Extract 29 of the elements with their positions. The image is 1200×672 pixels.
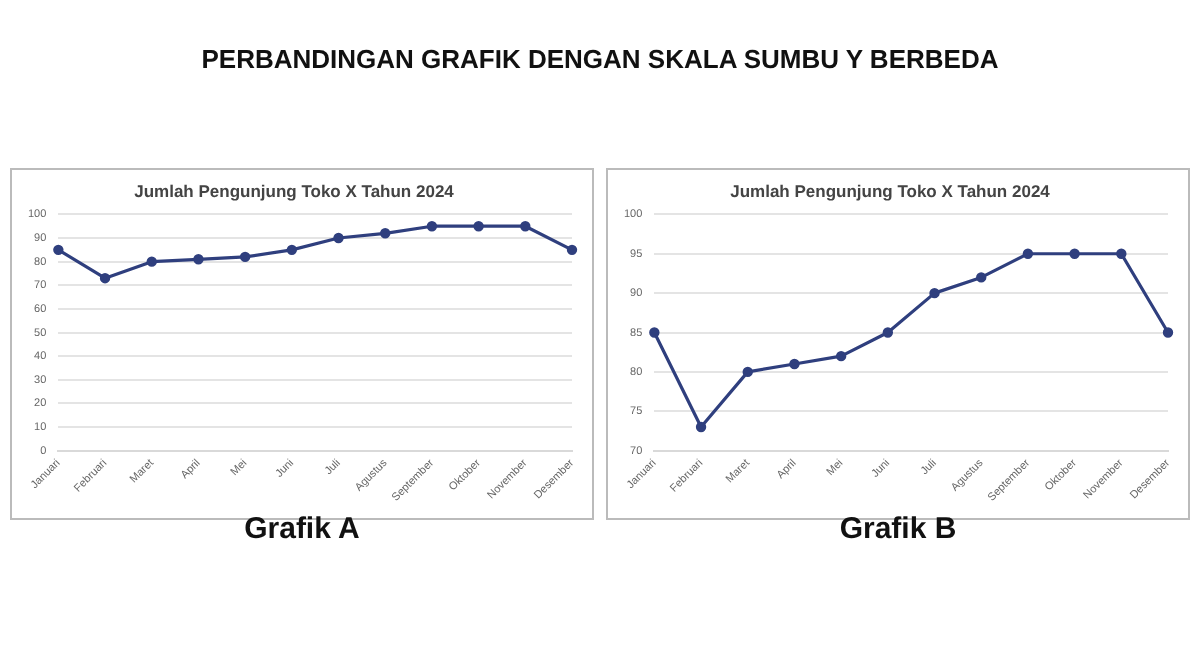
point [1069,248,1080,259]
point [239,251,251,263]
point [53,244,64,256]
point [380,228,391,239]
point [929,287,940,299]
point [426,221,438,232]
point [193,254,204,265]
point [473,221,484,232]
point [520,221,531,232]
text: PERBANDINGAN GRAFIK DENGAN SKALA SUMBU Y BERBEDA [199,44,1001,74]
point [1116,248,1127,259]
point [742,366,753,378]
point [649,327,660,338]
chart-title: Jumlah Pengunjung Toko X Tahun 2024 [730,180,1051,201]
point [146,256,157,267]
point [333,232,344,244]
point [789,358,800,370]
chart-title: Jumlah Pengunjung Toko X Tahun 2024 [134,180,455,201]
point [882,327,894,338]
point [99,272,111,284]
point [566,244,578,256]
point [695,421,707,433]
text: Grafik B [837,512,959,546]
point [976,272,987,283]
point [835,350,847,362]
point [1022,248,1034,259]
point [1162,327,1174,338]
point [286,244,298,256]
text: Grafik A [242,512,362,546]
